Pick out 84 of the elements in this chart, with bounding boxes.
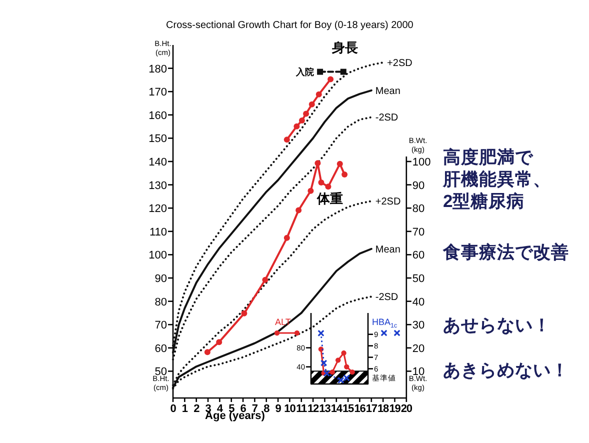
y2-tick-label: 90 [412, 180, 425, 192]
x-tick-label: 16 [354, 403, 366, 415]
text: 食事療法で改善 [442, 242, 569, 262]
x-tick-label: 14 [330, 403, 344, 415]
y-tick-label: 80 [154, 296, 167, 308]
text: 肝機能異常、 [442, 169, 551, 189]
y2-tick-label: 50 [412, 272, 425, 285]
point [344, 364, 350, 370]
x-tick-label: 2 [194, 403, 200, 415]
y2-tick-label: 20 [412, 342, 425, 355]
y-tick-label: 60 [154, 342, 167, 355]
point [317, 68, 324, 75]
series-label: Mean [375, 244, 400, 256]
x-tick-label: 10 [284, 403, 296, 415]
y-tick-label: 160 [148, 110, 167, 122]
point [284, 234, 290, 241]
point [340, 68, 346, 75]
point [204, 349, 210, 356]
y-tick-label: 120 [148, 203, 167, 216]
point [350, 369, 355, 375]
y-tick-label: 140 [148, 156, 167, 168]
point [298, 117, 305, 124]
point [216, 339, 222, 346]
y2-tick-label: 40 [412, 296, 425, 308]
point [328, 76, 334, 82]
x-tick-label: 0 [170, 403, 176, 415]
x-tick-label: 9 [275, 403, 282, 415]
point [262, 276, 268, 283]
series-label: -2SD [375, 292, 398, 304]
y-tick-label: 180 [148, 63, 167, 76]
y-tick-label: 90 [154, 272, 167, 285]
series-label: Mean [375, 86, 400, 97]
y-tick-label: 110 [149, 226, 167, 238]
text: 2型糖尿病 [443, 191, 525, 211]
y2-tick-label: 60 [412, 250, 425, 262]
x-tick-label: 11 [296, 403, 308, 415]
annotation: 身長 [331, 40, 358, 55]
point [318, 330, 324, 337]
point [325, 184, 332, 190]
x-tick-label: 15 [342, 403, 354, 415]
x-tick-label: 13 [319, 403, 331, 415]
y2-tick-label: 80 [412, 203, 425, 216]
series-label: -2SD [375, 112, 398, 124]
x-tick-label: 17 [366, 403, 378, 415]
point [308, 188, 314, 194]
point [341, 350, 346, 356]
x-tick-label: 1 [182, 403, 188, 415]
y2-tick-label: 70 [412, 226, 425, 238]
point [336, 160, 343, 167]
series-label: +2SD [387, 58, 412, 69]
point [314, 160, 321, 166]
y2-tick-label: 30 [412, 320, 425, 332]
text: 高度肥満で [443, 147, 534, 167]
point [330, 369, 335, 375]
point [296, 207, 302, 214]
point [294, 123, 300, 130]
x-tick-label: 19 [389, 403, 401, 415]
x-tick-label: 8 [264, 403, 270, 415]
point [342, 172, 348, 178]
point [303, 110, 310, 117]
chart-title: Cross-sectional Growth Chart for Boy (0-18 years) 2000 [166, 20, 414, 31]
point [316, 91, 322, 98]
x-tick-label: 20 [400, 403, 412, 415]
y-tick-label: 130 [148, 180, 167, 192]
point [335, 358, 341, 363]
point [241, 310, 248, 316]
point [318, 179, 324, 186]
series-label: +2SD [375, 196, 401, 208]
annotation: 体重 [316, 191, 343, 206]
text: あせらない！ [443, 315, 551, 335]
y-tick-label: 100 [148, 250, 167, 262]
point [320, 360, 328, 366]
text: HBA$_{1c}$ [372, 317, 398, 330]
y-tick-label: 170 [148, 86, 167, 99]
point [308, 101, 315, 108]
y-tick-label: 70 [154, 320, 167, 332]
text: あきらめない！ [443, 360, 569, 380]
x-tick-label: 12 [308, 403, 320, 415]
y2-tick-label: 100 [412, 156, 431, 168]
point [323, 370, 330, 377]
x-tick-label: 18 [378, 403, 390, 415]
annotation: 入院 [295, 66, 314, 77]
point [284, 136, 290, 143]
y-tick-label: 150 [148, 133, 167, 146]
